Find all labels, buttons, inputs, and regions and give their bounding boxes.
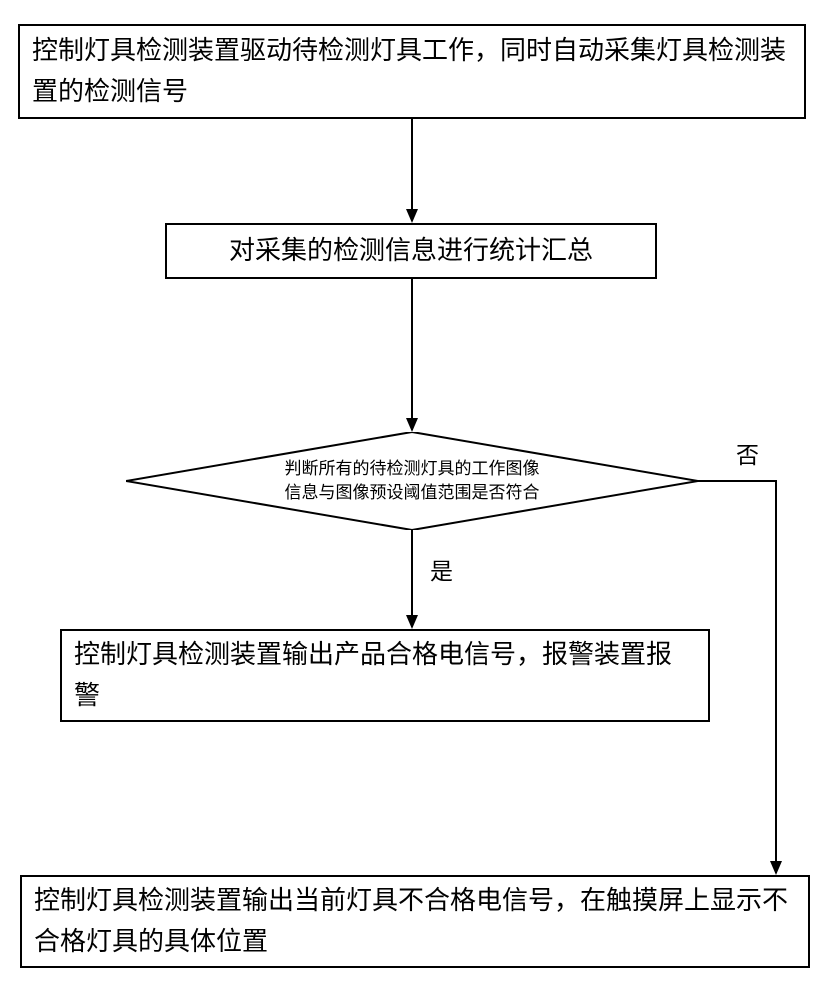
flow-step-5: 控制灯具检测装置输出当前灯具不合格电信号，在触摸屏上显示不合格灯具的具体位置 (20, 875, 810, 968)
edge-label-yes-text: 是 (430, 559, 453, 584)
flow-decision-text: 判断所有的待检测灯具的工作图像 信息与图像预设阈值范围是否符合 (285, 457, 540, 505)
flow-step-4-text: 控制灯具检测装置输出产品合格电信号，报警装置报警 (74, 635, 696, 716)
flow-step-4: 控制灯具检测装置输出产品合格电信号，报警装置报警 (60, 629, 710, 722)
flow-step-2: 对采集的检测信息进行统计汇总 (165, 223, 657, 279)
flow-decision-line1: 判断所有的待检测灯具的工作图像 (285, 459, 540, 478)
edge-label-no-text: 否 (736, 443, 759, 468)
flow-step-1-text: 控制灯具检测装置驱动待检测灯具工作，同时自动采集灯具检测装置的检测信号 (32, 31, 792, 112)
flow-step-5-text: 控制灯具检测装置输出当前灯具不合格电信号，在触摸屏上显示不合格灯具的具体位置 (34, 881, 796, 962)
flowchart-canvas: 控制灯具检测装置驱动待检测灯具工作，同时自动采集灯具检测装置的检测信号 对采集的… (0, 0, 828, 1000)
flow-step-2-text: 对采集的检测信息进行统计汇总 (229, 231, 593, 271)
edge-label-no: 否 (736, 436, 759, 470)
flow-decision-line2: 信息与图像预设阈值范围是否符合 (285, 483, 540, 502)
flow-step-1: 控制灯具检测装置驱动待检测灯具工作，同时自动采集灯具检测装置的检测信号 (18, 24, 806, 119)
flow-decision: 判断所有的待检测灯具的工作图像 信息与图像预设阈值范围是否符合 (126, 432, 698, 530)
edge-label-yes: 是 (430, 552, 453, 586)
